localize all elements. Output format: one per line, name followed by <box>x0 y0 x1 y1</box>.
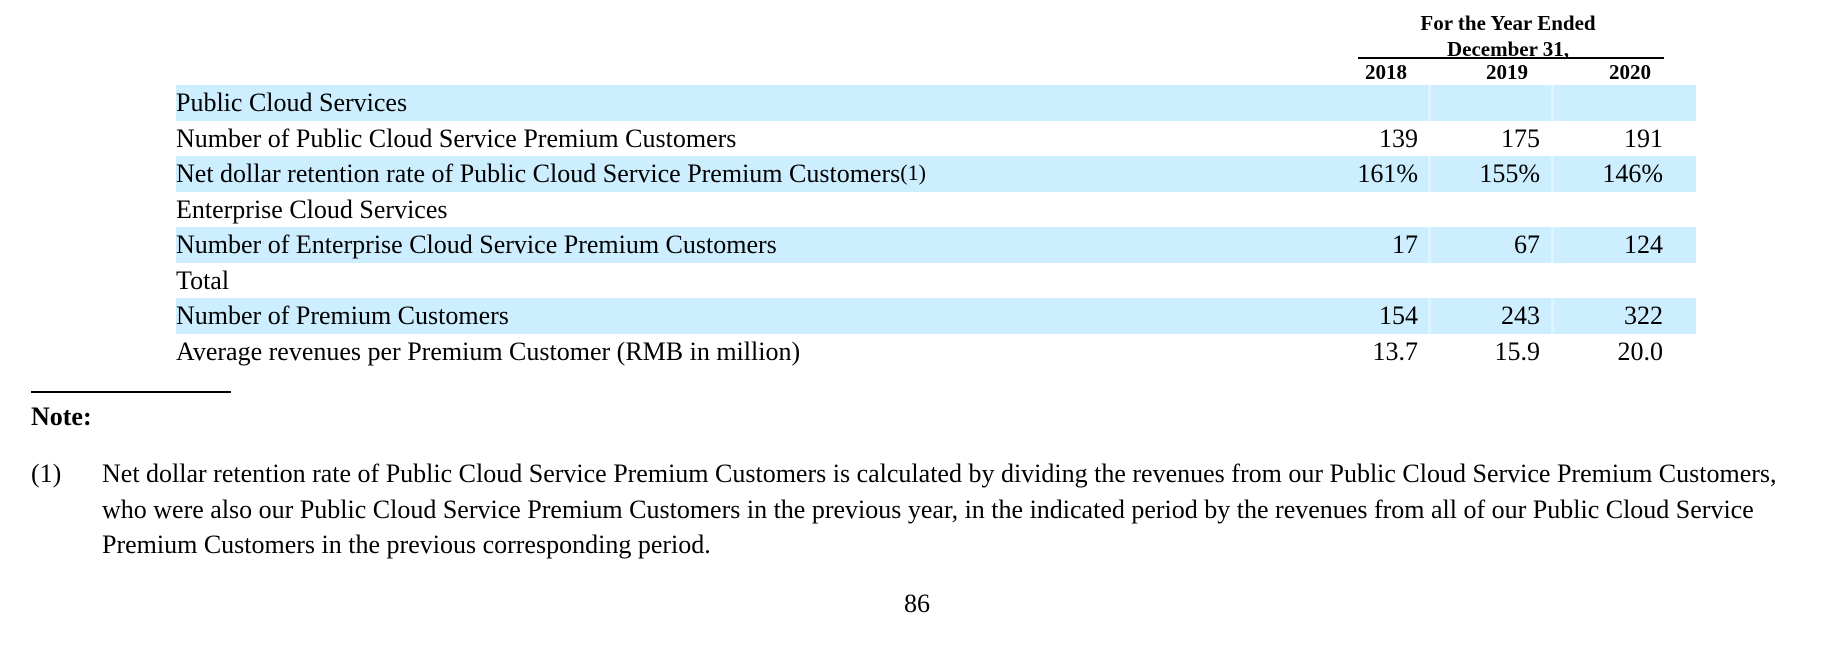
column-gap <box>1428 156 1431 192</box>
value-cell-2019: 175 <box>1501 123 1540 153</box>
value-cell-2018: 13.7 <box>1372 336 1419 366</box>
value-cell-2020: 20.0 <box>1617 336 1664 366</box>
column-gap <box>1551 298 1554 334</box>
column-gap <box>1551 156 1554 192</box>
row-label-text: Number of Public Cloud Service Premium C… <box>176 123 737 153</box>
value-cell-2020: 146% <box>1602 159 1663 188</box>
metrics-table: Public Cloud Services Number of Public Cl… <box>176 85 1696 369</box>
row-label: Number of Enterprise Cloud Service Premi… <box>176 227 777 262</box>
row-label-text: Public Cloud Services <box>176 88 408 117</box>
row-label: Number of Public Cloud Service Premium C… <box>176 121 736 156</box>
column-header-line1: For the Year Ended <box>1420 11 1596 35</box>
column-gap <box>1551 227 1554 263</box>
value-cell-2019: 155% <box>1479 159 1540 188</box>
value-cell-2020: 124 <box>1624 230 1663 259</box>
row-label: Enterprise Cloud Services <box>176 192 448 227</box>
row-label-text: Total <box>176 265 230 295</box>
year-header-2019: 2019 <box>1486 60 1528 84</box>
value-cell-2020: 191 <box>1624 123 1663 153</box>
row-label-text: Number of Enterprise Cloud Service Premi… <box>176 230 777 259</box>
table-row: Number of Public Cloud Service Premium C… <box>176 121 1696 157</box>
row-label: Total <box>176 263 229 298</box>
value-cell-2018: 139 <box>1379 123 1418 153</box>
note-title: Note: <box>31 402 92 431</box>
row-label-text: Net dollar retention rate of Public Clou… <box>176 159 901 188</box>
table-row: Number of Enterprise Cloud Service Premi… <box>176 227 1696 263</box>
value-cell-2020: 322 <box>1624 301 1663 330</box>
column-gap <box>1428 298 1431 334</box>
row-label: Public Cloud Services <box>176 85 407 120</box>
table-row: Number of Premium Customers 154 243 322 <box>176 298 1696 334</box>
value-cell-2019: 15.9 <box>1494 336 1541 366</box>
row-label: Number of Premium Customers <box>176 298 509 333</box>
footnote-marker: (1) <box>31 459 62 488</box>
page-number: 86 <box>904 589 930 618</box>
table-row: Enterprise Cloud Services <box>176 192 1696 228</box>
column-gap <box>1428 85 1431 121</box>
footnote-divider <box>31 391 231 393</box>
value-cell-2018: 17 <box>1392 230 1418 259</box>
row-label-text: Enterprise Cloud Services <box>176 194 448 224</box>
table-row: Total <box>176 263 1696 299</box>
row-label-text: Number of Premium Customers <box>176 301 509 330</box>
table-row: Average revenues per Premium Customer (R… <box>176 334 1696 370</box>
row-label: Net dollar retention rate of Public Clou… <box>176 156 926 192</box>
table-row: Public Cloud Services <box>176 85 1696 121</box>
value-cell-2019: 243 <box>1501 301 1540 330</box>
value-cell-2018: 161% <box>1357 159 1418 188</box>
row-label-text: Average revenues per Premium Customer (R… <box>176 336 801 366</box>
column-gap <box>1428 227 1431 263</box>
value-cell-2019: 67 <box>1514 230 1540 259</box>
column-gap <box>1551 85 1554 121</box>
row-label: Average revenues per Premium Customer (R… <box>176 334 800 369</box>
column-header: For the Year Ended December 31, <box>1352 10 1664 62</box>
footnote-text: Net dollar retention rate of Public Clou… <box>102 459 1777 559</box>
year-header-2018: 2018 <box>1365 60 1407 84</box>
year-header-2020: 2020 <box>1609 60 1651 84</box>
header-divider <box>1358 57 1664 59</box>
value-cell-2018: 154 <box>1379 301 1418 330</box>
table-row: Net dollar retention rate of Public Clou… <box>176 156 1696 192</box>
footnote-reference: (1) <box>900 160 926 185</box>
